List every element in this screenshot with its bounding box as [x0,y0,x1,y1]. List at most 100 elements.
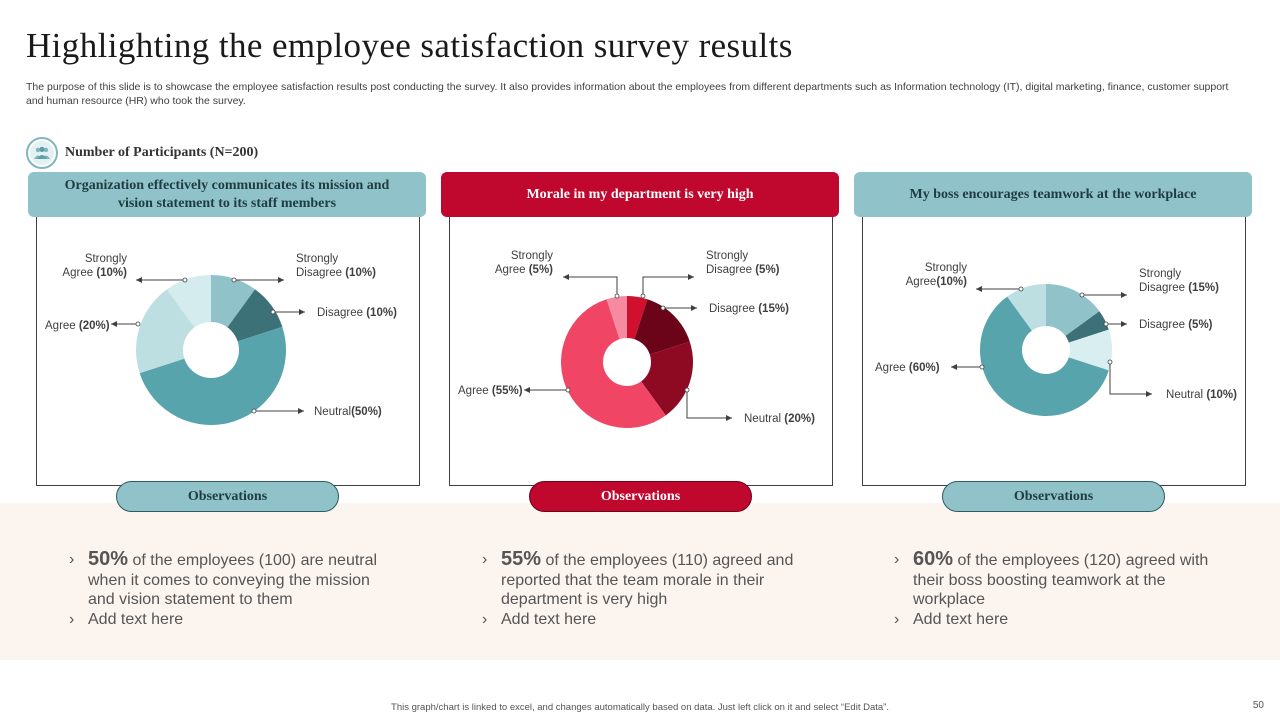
leader-line [1109,362,1152,395]
slice-label-text: Strongly [296,253,338,265]
leader-dot [1107,359,1113,365]
arrow-icon [976,286,982,292]
slice-label-neutral: Neutral (10%) [1107,359,1237,401]
slice-label-neutral: Neutral(50%) [251,406,382,418]
slice-label-strongly-disagree: Strongly Disagree (10%) [231,253,376,283]
slice-label-text: Strongly [925,262,967,274]
pie-chart-2: Strongly Disagree (5%) Disagree (15%) Neutr… [458,250,815,428]
slice-label-agree: Agree (55%) [458,385,571,397]
arrow-icon [524,387,530,393]
panel-header: Morale in my department is very high [441,172,839,217]
observation-1: › 50% of the employees (100) are neutral … [69,548,378,628]
slice-label-disagree: Disagree (5%) [1103,319,1213,331]
add-text-placeholder[interactable]: Add text here [88,610,184,628]
pie-chart-1: Strongly Disagree (10%) Disagree (10%) Neut… [45,253,397,426]
arrow-icon [298,408,304,414]
arrow-icon [136,277,142,283]
leader-dot [182,277,188,283]
observations-pill: Observations [529,481,752,512]
slice-label-text: Agree (5%) [495,264,553,276]
slice-label-text: Strongly [706,250,748,262]
slice-label-text: Strongly [85,253,127,265]
leader-line [686,390,732,419]
observation-text: of the employees (120) agreed with their… [913,552,1209,608]
slice-label-text: Disagree (10%) [296,267,376,279]
arrow-icon [726,415,732,421]
arrow-icon [1121,292,1127,298]
slice-label-text: Strongly [1139,268,1181,280]
leader-dot [231,277,237,283]
observation-text: of the employees (100) are neutral when … [88,552,378,608]
observation-3: › 60% of the employees (120) agreed with … [894,548,1209,628]
arrow-icon [299,309,305,315]
leader-dot [1103,321,1109,327]
add-text-placeholder[interactable]: Add text here [501,610,597,628]
slice-label-strongly-disagree: Strongly Disagree (15%) [1079,268,1219,298]
leader-line [563,276,618,296]
participants-header: Number of Participants (N=200) [26,137,258,169]
arrow-icon [278,277,284,283]
slice-label-text: Agree (55%) [458,385,523,397]
observations-pill: Observations [942,481,1165,512]
pie-chart-3: Strongly Disagree (15%) Disagree (5%) Neutr… [875,262,1237,416]
arrow-icon [1146,391,1152,397]
observation-percent: 60% [913,548,954,570]
pie-slice-neutral [1046,329,1113,371]
slice-label-text: Disagree (5%) [706,264,780,276]
donut-hole [183,322,239,378]
slice-label-agree: Agree (20%) [45,320,141,332]
slice-label-text: Neutral(50%) [314,406,382,418]
footer-note: This graph/chart is linked to excel, and… [391,702,889,713]
leader-dot [979,364,985,370]
leader-dot [1018,286,1024,292]
observations-pill: Observations [116,481,339,512]
slice-label-text: Agree(10%) [906,276,968,288]
slice-label-text: Neutral (10%) [1166,389,1237,401]
leader-dot [251,408,257,414]
arrow-icon [688,274,694,280]
leader-dot [270,309,276,315]
slice-label-strongly-disagree: Strongly Disagree (5%) [640,250,780,299]
slice-label-strongly-agree: Strongly Agree (5%) [495,250,620,299]
leader-dot [640,293,646,299]
slice-label-strongly-agree: Strongly Agree(10%) [906,262,1024,292]
arrow-icon [111,321,117,327]
survey-panel-1: Strongly Disagree (10%) Disagree (10%) Neut… [28,172,426,512]
survey-panel-3: Strongly Disagree (15%) Disagree (5%) Neutr… [854,172,1252,512]
panel-header: Organization effectively communicates it… [28,172,426,217]
slice-label-text: Agree (10%) [62,267,127,279]
slice-label-disagree: Disagree (15%) [660,303,789,315]
leader-dot [614,293,620,299]
people-icon [26,137,58,169]
observation-percent: 50% [88,548,129,570]
participants-label: Number of Participants (N=200) [65,145,259,160]
slice-label-text: Disagree (15%) [1139,282,1219,294]
slice-label-text: Disagree (5%) [1139,319,1213,331]
leader-dot [1079,292,1085,298]
panel-header: My boss encourages teamwork at the workp… [854,172,1252,217]
donut-hole [1022,326,1070,374]
slice-label-text: Agree (20%) [45,320,110,332]
arrow-icon [951,364,957,370]
arrow-icon [563,274,569,280]
page-number: 50 [1252,700,1264,711]
observations-band [0,503,1280,660]
slice-label-text: Neutral (20%) [744,413,815,425]
survey-panel-2: Strongly Disagree (5%) Disagree (15%) Neutr… [441,172,839,512]
observation-2: › 55% of the employees (110) agreed and r… [482,548,794,628]
slice-label-strongly-agree: Strongly Agree (10%) [62,253,188,283]
arrow-icon [691,305,697,311]
slice-label-text: Disagree (10%) [317,307,397,319]
slice-label-text: Disagree (15%) [709,303,789,315]
leader-dot [565,387,571,393]
observation-percent: 55% [501,548,542,570]
slice-label-agree: Agree (60%) [875,362,985,374]
add-text-placeholder[interactable]: Add text here [913,610,1009,628]
slice-label-disagree: Disagree (10%) [270,307,397,319]
arrow-icon [1121,321,1127,327]
observation-text: of the employees (110) agreed and report… [501,552,794,608]
slice-label-text: Agree (60%) [875,362,940,374]
slice-label-neutral: Neutral (20%) [684,387,815,425]
donut-hole [603,338,651,386]
page-title: Highlighting the employee satisfaction s… [26,26,793,65]
